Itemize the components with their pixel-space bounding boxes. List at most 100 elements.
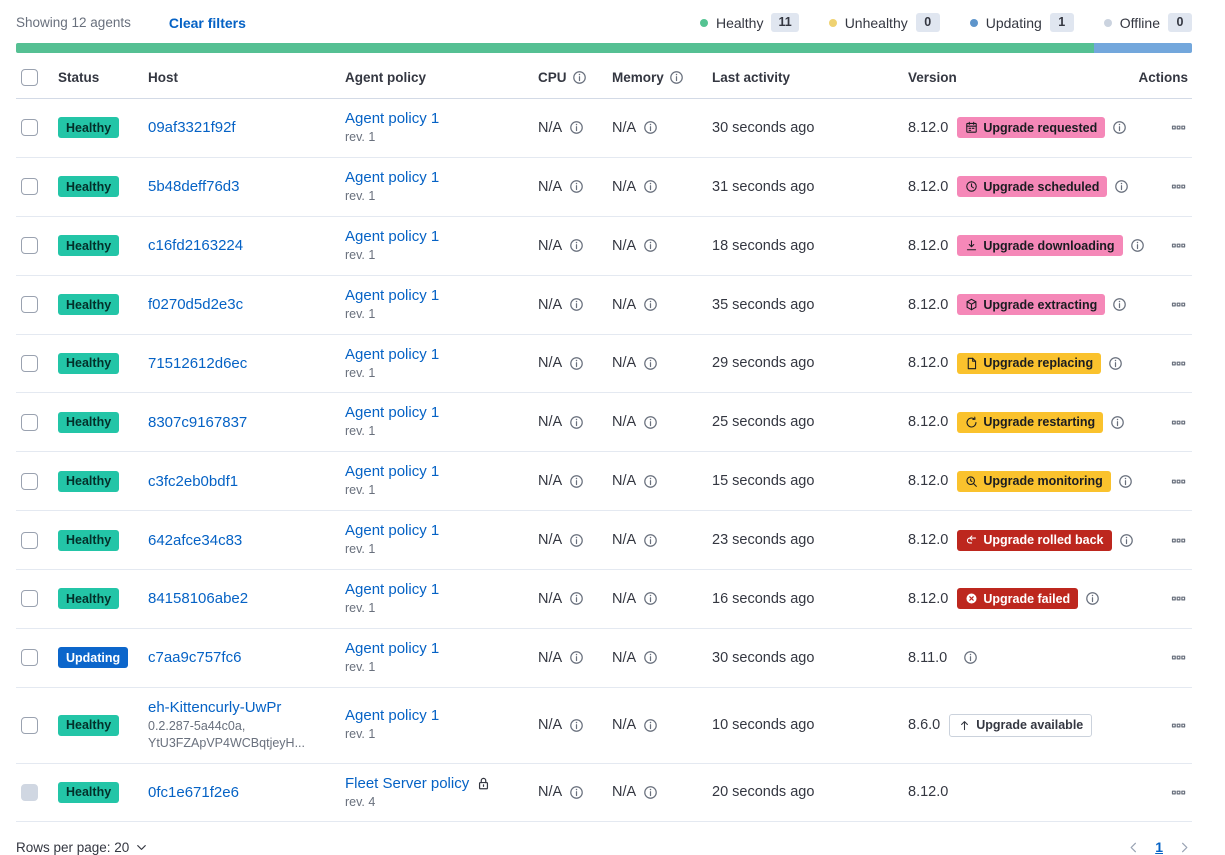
row-actions-button[interactable] xyxy=(1169,472,1188,491)
info-icon[interactable] xyxy=(643,785,658,800)
version-value: 8.12.0 xyxy=(908,119,949,136)
info-icon[interactable] xyxy=(643,533,658,548)
row-checkbox[interactable] xyxy=(21,119,38,137)
info-icon[interactable] xyxy=(569,238,584,253)
agent-policy-link[interactable]: Agent policy 1 xyxy=(345,345,440,363)
row-checkbox[interactable] xyxy=(21,296,38,314)
host-link[interactable]: 0fc1e671f2e6 xyxy=(148,783,239,801)
info-icon[interactable] xyxy=(569,120,584,135)
row-checkbox[interactable] xyxy=(21,178,38,196)
row-checkbox[interactable] xyxy=(21,716,38,734)
info-icon[interactable] xyxy=(643,474,658,489)
host-link[interactable]: 84158106abe2 xyxy=(148,590,249,608)
info-icon[interactable] xyxy=(1130,238,1145,253)
host-link[interactable]: c3fc2eb0bdf1 xyxy=(148,472,239,490)
agent-policy-link[interactable]: Agent policy 1 xyxy=(345,110,440,127)
row-checkbox[interactable] xyxy=(21,472,38,490)
row-checkbox[interactable] xyxy=(21,354,38,372)
row-actions-button[interactable] xyxy=(1169,177,1188,196)
row-checkbox[interactable] xyxy=(21,413,38,431)
info-icon[interactable] xyxy=(643,120,658,135)
info-icon[interactable] xyxy=(569,474,584,489)
host-link[interactable]: c16fd2163224 xyxy=(148,237,244,255)
info-icon[interactable] xyxy=(569,785,584,800)
info-icon[interactable] xyxy=(1108,356,1123,371)
agent-policy-link[interactable]: Agent policy 1 xyxy=(345,227,440,245)
row-actions-button[interactable] xyxy=(1169,531,1188,550)
upgrade-badge: Upgrade extracting xyxy=(957,294,1106,316)
agent-policy-link[interactable]: Fleet Server policy xyxy=(345,774,470,792)
agent-policy-link[interactable]: Agent policy 1 xyxy=(345,707,440,725)
host-link[interactable]: f0270d5d2e3c xyxy=(148,296,244,314)
select-all-checkbox[interactable] xyxy=(21,69,38,86)
agent-policy-link[interactable]: Agent policy 1 xyxy=(345,639,440,657)
info-icon[interactable] xyxy=(572,70,587,85)
legend-dot xyxy=(969,18,978,27)
host-link[interactable]: 8307c9167837 xyxy=(148,413,248,431)
rows-per-page-button[interactable]: Rows per page: 20 xyxy=(16,840,149,855)
row-actions-button[interactable] xyxy=(1169,783,1188,802)
upgrade-badge-label: Upgrade replacing xyxy=(983,356,1094,371)
info-icon[interactable] xyxy=(643,238,658,253)
memory-value: N/A xyxy=(612,784,637,801)
info-icon[interactable] xyxy=(569,650,584,665)
info-icon[interactable] xyxy=(1114,179,1129,194)
agent-policy-link[interactable]: Agent policy 1 xyxy=(345,168,440,186)
agent-policy-link[interactable]: Agent policy 1 xyxy=(345,463,440,481)
row-actions-button[interactable] xyxy=(1169,589,1188,608)
info-icon[interactable] xyxy=(1085,591,1100,606)
row-actions-button[interactable] xyxy=(1169,648,1188,667)
info-icon[interactable] xyxy=(569,356,584,371)
row-actions-button[interactable] xyxy=(1169,354,1188,373)
info-icon[interactable] xyxy=(1112,120,1127,135)
page-number[interactable]: 1 xyxy=(1155,839,1163,855)
agent-policy-link[interactable]: Agent policy 1 xyxy=(345,522,440,540)
row-checkbox[interactable] xyxy=(21,237,38,255)
host-link[interactable]: 5b48deff76d3 xyxy=(148,178,240,196)
table-row: Healthy 642afce34c83 Agent policy 1 rev. … xyxy=(16,510,1192,570)
host-link[interactable]: 09af3321f92f xyxy=(148,119,236,137)
info-icon[interactable] xyxy=(1112,297,1127,312)
info-icon[interactable] xyxy=(569,297,584,312)
legend-label: Unhealthy xyxy=(844,14,908,31)
info-icon[interactable] xyxy=(1118,474,1133,489)
last-activity-value: 29 seconds ago xyxy=(712,355,815,372)
info-icon[interactable] xyxy=(963,650,978,665)
chevron-right-icon[interactable] xyxy=(1177,840,1192,855)
info-icon[interactable] xyxy=(643,297,658,312)
host-link[interactable]: 642afce34c83 xyxy=(148,531,243,549)
row-actions-button[interactable] xyxy=(1169,118,1188,137)
info-icon[interactable] xyxy=(569,591,584,606)
info-icon[interactable] xyxy=(643,179,658,194)
info-icon[interactable] xyxy=(569,718,584,733)
info-icon[interactable] xyxy=(569,179,584,194)
info-icon[interactable] xyxy=(669,70,684,85)
row-actions-button[interactable] xyxy=(1169,716,1188,735)
host-link[interactable]: c7aa9c757fc6 xyxy=(148,649,242,667)
agent-policy-link[interactable]: Agent policy 1 xyxy=(345,404,440,422)
agent-policy-link[interactable]: Agent policy 1 xyxy=(345,286,440,304)
info-icon[interactable] xyxy=(643,591,658,606)
legend-label: Healthy xyxy=(716,14,764,31)
info-icon[interactable] xyxy=(1110,415,1125,430)
clear-filters-button[interactable]: Clear filters xyxy=(168,14,246,31)
info-icon[interactable] xyxy=(1119,533,1134,548)
info-icon[interactable] xyxy=(643,718,658,733)
info-icon[interactable] xyxy=(569,415,584,430)
info-icon[interactable] xyxy=(569,533,584,548)
row-actions-button[interactable] xyxy=(1169,413,1188,432)
host-link[interactable]: 71512612d6ec xyxy=(148,354,248,372)
agent-policy-link[interactable]: Agent policy 1 xyxy=(345,581,440,598)
row-actions-button[interactable] xyxy=(1169,236,1188,255)
row-actions-button[interactable] xyxy=(1169,295,1188,314)
last-activity-value: 23 seconds ago xyxy=(712,532,815,549)
info-icon[interactable] xyxy=(643,415,658,430)
row-checkbox[interactable] xyxy=(21,531,38,549)
last-activity-value: 20 seconds ago xyxy=(712,784,815,801)
info-icon[interactable] xyxy=(643,650,658,665)
host-link[interactable]: eh-Kittencurly-UwPr xyxy=(148,698,282,716)
info-icon[interactable] xyxy=(643,356,658,371)
chevron-left-icon[interactable] xyxy=(1126,840,1141,855)
row-checkbox[interactable] xyxy=(21,649,38,667)
row-checkbox[interactable] xyxy=(21,590,38,608)
